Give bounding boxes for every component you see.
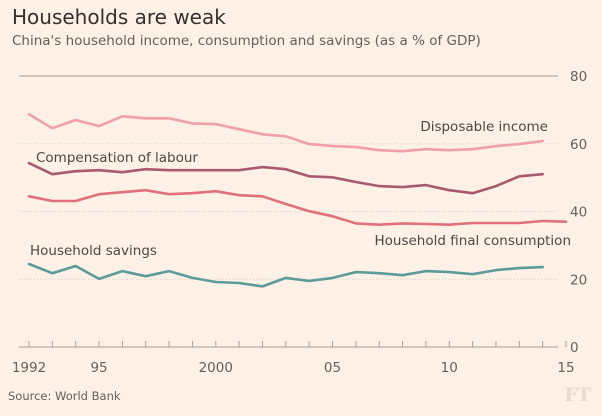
y-tick-label: 40 [570,205,587,221]
x-tick-label: 05 [324,360,341,376]
ft-logo: FT [564,384,591,406]
series-label-disposable-income: Disposable income [420,119,548,135]
y-tick-label: 80 [570,69,587,85]
series-line-compensation-of-labour [27,161,545,195]
y-tick-label: 0 [570,340,579,356]
series-label-household-final-consumption: Household final consumption [374,233,571,249]
series-line-disposable-income [27,113,545,153]
x-tick-label: 15 [557,360,574,376]
x-tick-label: 1992 [12,360,46,376]
chart-subtitle: China's household income, consumption an… [12,33,481,49]
x-tick-label: 10 [441,360,458,376]
series-line-household-final-consumption [27,188,568,226]
y-tick-label: 20 [570,272,587,288]
series-label-household-savings: Household savings [30,243,157,259]
chart-title: Households are weak [12,5,226,29]
x-tick-label: 95 [90,360,107,376]
series-label-compensation-of-labour: Compensation of labour [36,150,198,166]
x-tick-label: 2000 [199,360,233,376]
y-tick-label: 60 [570,137,587,153]
source-note: Source: World Bank [8,389,121,403]
series-line-household-savings [27,262,545,288]
